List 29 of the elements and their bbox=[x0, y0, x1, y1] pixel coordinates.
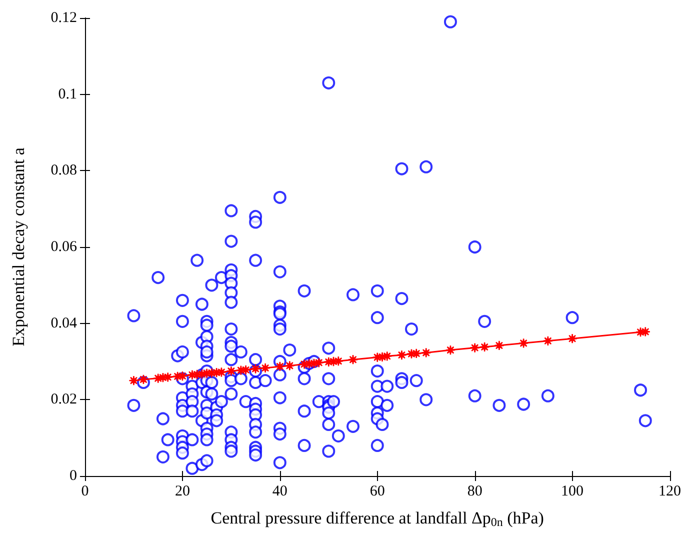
x-tick-label: 0 bbox=[81, 484, 89, 500]
y-tick-label: 0.02 bbox=[50, 392, 77, 408]
point bbox=[567, 334, 578, 344]
x-tick-label: 80 bbox=[467, 484, 482, 500]
x-tick-label: 60 bbox=[370, 484, 385, 500]
x-tick-label: 100 bbox=[561, 484, 584, 500]
x-tick-label: 20 bbox=[174, 484, 190, 500]
point bbox=[128, 375, 139, 386]
point bbox=[226, 366, 236, 376]
y-tick-label: 0.04 bbox=[50, 315, 78, 332]
point bbox=[421, 348, 432, 358]
point bbox=[240, 364, 251, 375]
point bbox=[411, 348, 422, 359]
point bbox=[162, 372, 173, 382]
x-tick-label: 40 bbox=[272, 484, 288, 500]
point bbox=[640, 326, 650, 337]
point bbox=[494, 340, 504, 351]
y-tick-label: 0.08 bbox=[50, 162, 77, 179]
point bbox=[470, 342, 480, 353]
y-tick-label: 0.12 bbox=[50, 10, 77, 26]
y-tick-label: 0.06 bbox=[50, 239, 78, 255]
point bbox=[479, 342, 490, 352]
y-tick-label: 0.1 bbox=[58, 86, 77, 102]
y-tick-label: 0 bbox=[70, 468, 77, 484]
point bbox=[396, 350, 407, 360]
point bbox=[250, 364, 261, 374]
y-axis-title: Exponential decay constant a bbox=[9, 147, 28, 346]
x-tick-label: 120 bbox=[658, 484, 681, 500]
point bbox=[284, 360, 295, 371]
